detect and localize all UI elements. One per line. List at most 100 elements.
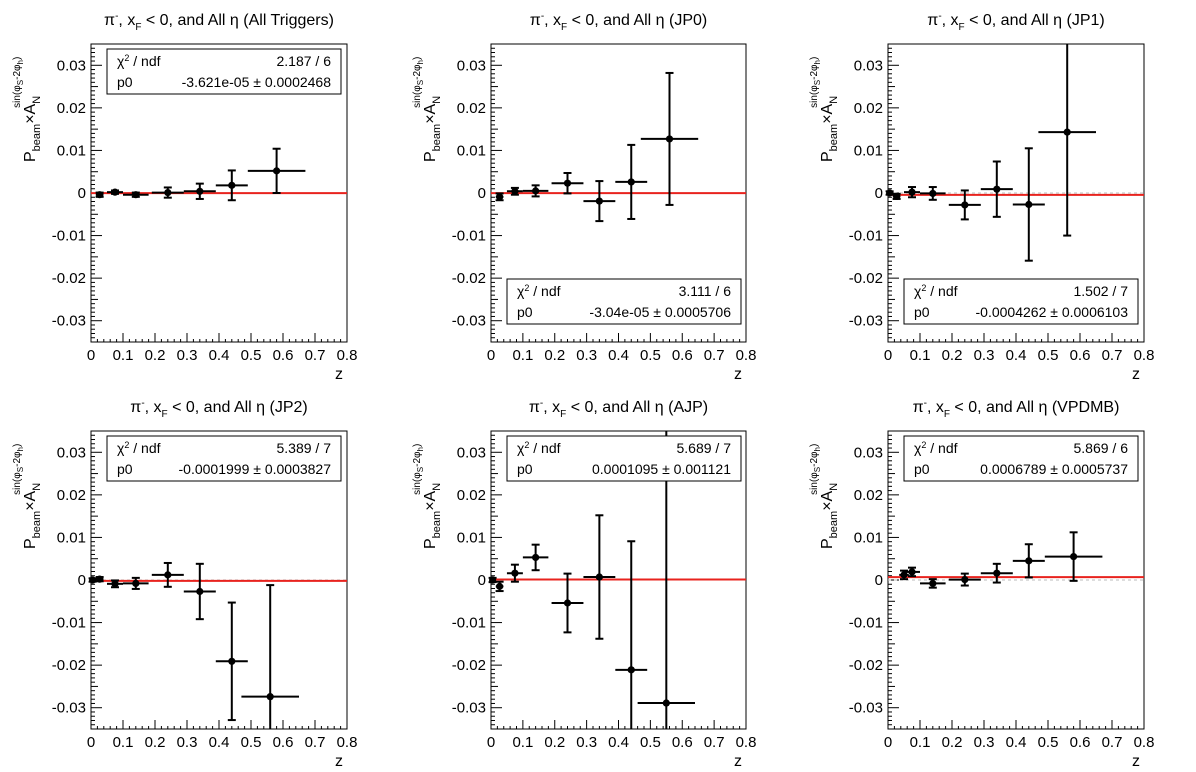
y-tick-label: 0 (78, 572, 86, 589)
x-tick-label: 0.7 (704, 734, 725, 751)
data-marker (993, 185, 1001, 193)
data-marker (627, 178, 635, 186)
y-tick-label: 0.02 (457, 100, 486, 117)
x-tick-label: 0.3 (576, 347, 597, 364)
y-tick-label: 0.01 (457, 142, 486, 159)
chart-title: π-, xF < 0, and All η (All Triggers) (104, 11, 334, 33)
x-axis-label: z (1132, 753, 1140, 770)
data-marker (1025, 557, 1033, 565)
x-tick-label: 0.1 (910, 347, 931, 364)
x-tick-label: 0.2 (942, 734, 963, 751)
x-tick-label: 0.3 (177, 734, 198, 751)
y-tick-label: 0.02 (57, 487, 86, 504)
data-marker (532, 187, 540, 195)
y-tick-label: -0.02 (452, 657, 486, 674)
data-point (495, 192, 504, 202)
x-tick-label: 0.1 (113, 347, 134, 364)
x-axis-label: z (335, 753, 343, 770)
data-point (948, 189, 981, 221)
data-marker (196, 587, 204, 596)
y-tick-label: 0.02 (457, 487, 486, 504)
x-tick-label: 0.8 (1134, 347, 1155, 364)
data-marker (961, 201, 969, 209)
data-point (95, 191, 104, 199)
x-tick-label: 0.5 (640, 347, 661, 364)
data-point (522, 184, 549, 198)
y-axis-label: Pbeam×ANsin(φS-2φh) (12, 444, 43, 549)
x-tick-label: 0.6 (273, 734, 294, 751)
data-point (183, 562, 216, 621)
x-tick-label: 0.3 (974, 347, 995, 364)
x-tick-label: 0.4 (608, 734, 629, 751)
x-tick-label: 0.8 (736, 347, 757, 364)
data-marker (595, 197, 603, 205)
y-tick-label: 0.02 (57, 100, 86, 117)
y-tick-label: -0.03 (452, 313, 486, 330)
chart-panel-3: π-, xF < 0, and All η (JP1) 0.03 0.02 0.01 0… (809, 11, 1154, 383)
data-point (904, 566, 920, 578)
stats-p0-value: -0.0001999 ± 0.0003827 (179, 461, 332, 477)
data-marker (662, 699, 670, 707)
x-tick-label: 0.2 (942, 347, 963, 364)
chart-panel-2: π-, xF < 0, and All η (JP0) 0.03 0.02 0.01 0… (412, 11, 756, 383)
stats-p0-value: 0.0001095 ± 0.001121 (592, 461, 731, 477)
stats-frame (903, 278, 1139, 325)
data-marker (665, 135, 674, 143)
stats-chi2-label: χ2 / ndf (517, 440, 561, 456)
stats-box: χ2 / ndf 5.689 / 7 p0 0.0001095 ± 0.001121 (506, 435, 742, 482)
x-tick-label: 0.7 (1102, 734, 1123, 751)
data-point (615, 540, 648, 729)
data-point (241, 584, 299, 729)
stats-frame (506, 435, 742, 482)
y-tick-label: 0.01 (854, 142, 883, 159)
data-marker (111, 188, 119, 196)
x-tick-label: 0 (487, 734, 495, 751)
stats-p0-value: -3.621e-05 ± 0.0002468 (182, 74, 332, 90)
stats-chi2-label: χ2 / ndf (117, 53, 161, 69)
data-marker (961, 575, 969, 584)
data-marker (929, 579, 937, 588)
y-tick-label: -0.02 (52, 270, 86, 287)
y-tick-label: 0.01 (57, 529, 86, 546)
data-point (183, 182, 216, 200)
y-tick-label: -0.02 (849, 657, 883, 674)
stats-p0-label: p0 (117, 74, 133, 90)
data-point (488, 576, 497, 584)
data-marker (595, 573, 603, 581)
x-tick-label: 0.5 (241, 734, 262, 751)
x-tick-label: 0.3 (177, 347, 198, 364)
y-tick-label: 0 (875, 185, 883, 202)
stats-box: χ2 / ndf 5.389 / 7 p0 -0.0001999 ± 0.000382… (106, 435, 342, 482)
data-point (551, 171, 584, 195)
chart-title: π-, xF < 0, and All η (VPDMB) (913, 398, 1120, 420)
stats-chi2-value: 1.502 / 7 (1074, 283, 1129, 299)
x-tick-label: 0.8 (337, 347, 358, 364)
data-point (1012, 543, 1045, 579)
x-tick-label: 0.1 (113, 734, 134, 751)
data-marker (1063, 128, 1071, 136)
x-axis-label: z (335, 366, 343, 383)
stats-p0-value: -3.04e-05 ± 0.0005706 (589, 304, 731, 320)
x-tick-label: 0.4 (1006, 734, 1027, 751)
y-tick-label: -0.02 (849, 270, 883, 287)
stats-chi2-label: χ2 / ndf (914, 440, 958, 456)
x-tick-label: 0.6 (672, 347, 693, 364)
data-marker (627, 666, 635, 674)
data-marker (228, 657, 236, 665)
data-marker (511, 569, 519, 577)
x-axis-label: z (734, 753, 742, 770)
data-marker (886, 189, 894, 197)
data-point (95, 575, 104, 583)
x-tick-label: 0.7 (1102, 347, 1123, 364)
data-marker (111, 580, 119, 588)
data-marker (89, 576, 97, 584)
stats-box: χ2 / ndf 2.187 / 6 p0 -3.621e-05 ± 0.000246… (106, 48, 342, 95)
data-point (215, 601, 248, 722)
stats-chi2-label: χ2 / ndf (517, 283, 561, 299)
x-axis-label: z (1132, 366, 1140, 383)
chart-panel-1: π-, xF < 0, and All η (All Triggers) 0.03… (12, 11, 357, 383)
stats-box: χ2 / ndf 1.502 / 7 p0 -0.0004262 ± 0.000610… (903, 278, 1139, 325)
x-tick-label: 0.2 (145, 734, 166, 751)
data-marker (908, 188, 916, 196)
